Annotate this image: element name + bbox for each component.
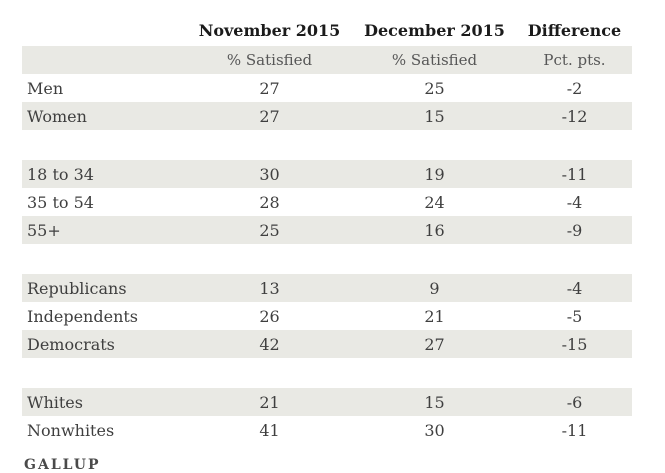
row-label: Republicans: [22, 274, 187, 302]
cell-difference: -4: [517, 274, 632, 302]
row-label: Women: [22, 102, 187, 130]
cell-difference: -5: [566, 306, 583, 326]
cell-difference: -6: [517, 388, 632, 416]
row-label: 35 to 54: [27, 192, 94, 212]
table-row-men: Men 27 25 -2: [22, 74, 632, 102]
cell-december: 24: [424, 192, 445, 212]
table-row-independents: Independents 26 21 -5: [22, 302, 632, 330]
table-header: November 2015 December 2015 Difference: [22, 6, 632, 46]
cell-december: 9: [352, 274, 517, 302]
cell-difference: -9: [517, 216, 632, 244]
cell-december: 15: [352, 388, 517, 416]
cell-november: 25: [187, 216, 352, 244]
cell-difference: -11: [517, 160, 632, 188]
table-body: % Satisfied% Satisfied Pct. pts. Men 27 25 -2…: [22, 46, 632, 444]
cell-difference: -11: [561, 420, 588, 440]
cell-november: 27: [259, 78, 280, 98]
cell-december: 27: [352, 330, 517, 358]
group-spacer: [22, 244, 632, 274]
cell-december: 15: [352, 102, 517, 130]
row-label: Whites: [22, 388, 187, 416]
group-spacer: [22, 358, 632, 388]
cell-november: 30: [187, 160, 352, 188]
cell-november: 26: [259, 306, 280, 326]
header-december-2015: December 2015: [364, 21, 505, 40]
table-row-55-: 55+ 25 16 -9: [22, 216, 632, 244]
header-november-2015: November 2015: [198, 21, 341, 40]
row-label: 18 to 34: [22, 160, 187, 188]
table-row-18-to-34: 18 to 34 30 19 -11: [22, 160, 632, 188]
cell-december: 16: [352, 216, 517, 244]
header-difference: Difference: [527, 21, 622, 40]
table-row-whites: Whites 21 15 -6: [22, 388, 632, 416]
cell-november: 41: [259, 420, 280, 440]
units-row: % Satisfied% Satisfied Pct. pts.: [22, 46, 632, 74]
cell-difference: -12: [517, 102, 632, 130]
row-label: Democrats: [22, 330, 187, 358]
spacer-cell: [22, 130, 632, 160]
table-row-democrats: Democrats 42 27 -15: [22, 330, 632, 358]
cell-november: 13: [187, 274, 352, 302]
satisfaction-table: November 2015 December 2015 Difference %…: [22, 6, 632, 444]
cell-difference: -4: [566, 192, 583, 212]
cell-november: 28: [259, 192, 280, 212]
header-empty-cell: [22, 6, 187, 46]
units-december: % Satisfied: [352, 46, 517, 74]
row-label: 55+: [22, 216, 187, 244]
cell-december: 19: [352, 160, 517, 188]
units-november: % Satisfied: [187, 46, 352, 74]
row-label: Independents: [27, 306, 139, 326]
spacer-cell: [22, 244, 632, 274]
cell-november: 21: [187, 388, 352, 416]
header-row: November 2015 December 2015 Difference: [22, 6, 632, 46]
cell-difference: -15: [517, 330, 632, 358]
row-label: Nonwhites: [27, 420, 115, 440]
spacer-cell: [22, 358, 632, 388]
gallup-wordmark: GALLUP: [24, 457, 101, 473]
cell-november: 27: [187, 102, 352, 130]
cell-november: 42: [187, 330, 352, 358]
row-label: Men: [27, 78, 64, 98]
cell-difference: -2: [566, 78, 583, 98]
table-row-women: Women 27 15 -12: [22, 102, 632, 130]
units-empty-cell: [22, 46, 187, 74]
group-spacer: [22, 130, 632, 160]
units-difference: Pct. pts.: [517, 46, 632, 74]
cell-december: 21: [424, 306, 445, 326]
cell-december: 30: [424, 420, 445, 440]
cell-december: 25: [424, 78, 445, 98]
table-row-35-to-54: 35 to 54 28 24 -4: [22, 188, 632, 216]
table-row-republicans: Republicans 13 9 -4: [22, 274, 632, 302]
table-row-nonwhites: Nonwhites 41 30 -11: [22, 416, 632, 444]
